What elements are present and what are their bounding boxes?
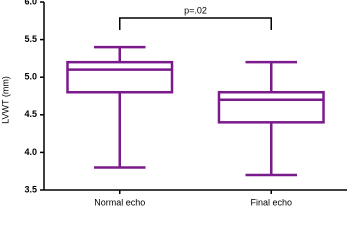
x-tick-label: Final echo: [250, 197, 292, 207]
y-tick-label: 3.5: [24, 184, 37, 194]
y-tick-label: 5.5: [24, 34, 37, 44]
box: [66, 60, 174, 94]
y-axis-label: LVWT (mm): [0, 76, 10, 124]
y-tick-label: 4.5: [24, 109, 37, 119]
significance-bracket: [119, 17, 272, 30]
box: [217, 90, 325, 124]
y-tick-label: 5.0: [24, 72, 37, 82]
x-tick-label: Normal echo: [94, 197, 145, 207]
annotation: p=.02: [184, 5, 207, 15]
y-tick-label: 4.0: [24, 147, 37, 157]
y-tick-label: 6.0: [24, 0, 37, 6]
chart: LVWT (mm) 3.5 4.0 4.5 5.0 5.5 6.0 Normal echo F…: [0, 0, 347, 207]
